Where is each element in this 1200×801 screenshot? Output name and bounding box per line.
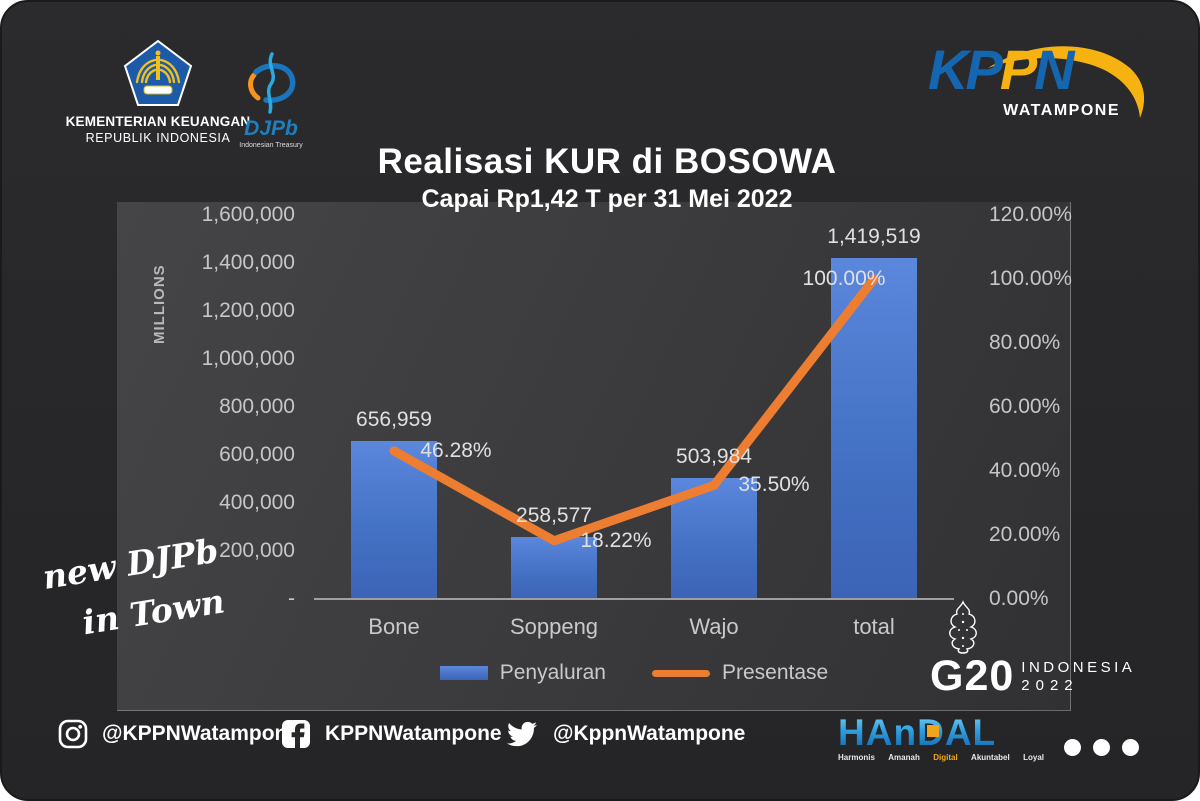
handal-logo-block: HAnDAL Harmonis Amanah Digital Akuntabel…	[838, 714, 1044, 763]
left-axis-tick: 400,000	[219, 491, 295, 514]
legend-bar-swatch	[439, 666, 488, 680]
handal-letter: n	[893, 712, 918, 753]
kppn-logo-block: KPPN WATAMPONE	[922, 38, 1150, 126]
instagram-handle: @KPPNWatampone	[102, 722, 300, 745]
dot-icon	[1122, 739, 1139, 756]
left-axis-tick: 800,000	[219, 395, 295, 418]
djpb-swoosh-icon	[248, 52, 296, 114]
g20-year: 2022	[1021, 677, 1079, 694]
handal-letter: D	[917, 712, 945, 753]
bar-value-label: 503,984	[676, 445, 752, 469]
handal-letter: A	[865, 712, 894, 753]
legend-line-swatch	[652, 669, 710, 677]
line-percent-label: 18.22%	[580, 528, 652, 552]
bar-value-label: 258,577	[516, 503, 592, 527]
facebook-icon	[282, 720, 310, 748]
bar-value-label: 1,419,519	[827, 225, 921, 249]
left-axis-tick: 200,000	[219, 539, 295, 562]
kppn-swoosh-icon	[988, 46, 1145, 118]
g20-country: INDONESIA	[1021, 659, 1136, 676]
kppn-letter: P	[965, 38, 1002, 101]
bar-value-label: 656,959	[356, 408, 432, 432]
handal-value-amanah: Amanah	[888, 753, 920, 762]
chart-legend: Penyaluran Presentase	[314, 660, 954, 686]
handal-value-akuntabel: Akuntabel	[971, 753, 1010, 762]
kemenkeu-line1: KEMENTERIAN KEUANGAN	[65, 114, 251, 129]
left-axis-tick: 1,000,000	[201, 347, 295, 370]
handal-letter: A	[944, 712, 973, 753]
dot-icon	[1093, 739, 1110, 756]
right-axis-tick: 80.00%	[989, 331, 1061, 354]
social-facebook: KPPNWatampone	[280, 714, 502, 754]
social-instagram: @KPPNWatampone	[57, 714, 299, 754]
instagram-icon	[58, 719, 88, 749]
left-axis-tick: 1,400,000	[201, 251, 295, 274]
handal-values: Harmonis Amanah Digital Akuntabel Loyal	[838, 753, 1044, 762]
category-label-bone: Bone	[368, 614, 420, 639]
handal-letter: L	[972, 712, 997, 753]
right-axis-tick: 60.00%	[989, 395, 1061, 418]
twitter-handle: @KppnWatampone	[553, 722, 746, 745]
djpb-logo-block: DJPb Indonesian Treasury	[228, 50, 314, 149]
legend-item-presentase: Presentase	[652, 661, 828, 685]
handal-wordmark: HAnDAL	[838, 714, 1044, 752]
category-label-total: total	[853, 614, 895, 639]
line-percent-label: 100.00%	[802, 267, 886, 290]
category-label-soppeng: Soppeng	[509, 614, 599, 639]
g20-logo-block: G20 INDONESIA 2022	[930, 600, 1136, 700]
ellipsis-dots	[1064, 739, 1139, 756]
title-block: Realisasi KUR di BOSOWA Capai Rp1,42 T p…	[252, 142, 962, 214]
legend-item-penyaluran: Penyaluran	[439, 661, 606, 685]
page-subtitle: Capai Rp1,42 T per 31 Mei 2022	[421, 185, 793, 213]
bar-total	[831, 258, 917, 599]
right-axis-tick: 100.00%	[989, 267, 1072, 290]
kppn-name: KPPN	[928, 38, 1075, 101]
right-axis-tick: 40.00%	[989, 459, 1061, 482]
djpb-name: DJPb	[244, 117, 298, 140]
handal-value-loyal: Loyal	[1023, 753, 1044, 762]
dot-icon	[1064, 739, 1081, 756]
facebook-handle: KPPNWatampone	[325, 722, 502, 745]
handal-value-harmonis: Harmonis	[838, 753, 875, 762]
legend-label: Presentase	[722, 661, 829, 684]
kemenkeu-pentagon-icon	[123, 39, 193, 106]
left-axis-tick: 1,600,000	[201, 203, 295, 226]
kppn-city: WATAMPONE	[1003, 102, 1120, 119]
kppn-letter: N	[1034, 38, 1074, 101]
kppn-letter: K	[928, 38, 968, 101]
twitter-icon	[507, 721, 537, 747]
bar-soppeng	[511, 536, 597, 599]
left-axis-tick: 1,200,000	[201, 299, 295, 322]
handal-value-digital: Digital	[933, 753, 958, 762]
right-axis-tick: 120.00%	[989, 203, 1072, 226]
page-title: Realisasi KUR di BOSOWA	[377, 142, 837, 181]
kemenkeu-line2: REPUBLIK INDONESIA	[85, 131, 231, 145]
right-axis-tick: 0.00%	[989, 587, 1049, 610]
g20-name: G20	[930, 652, 1015, 700]
g20-gunungan-ornament-icon	[949, 600, 977, 654]
x-axis-line	[314, 598, 954, 600]
line-percent-label: 46.28%	[420, 438, 492, 462]
left-axis-title: MILLIONS	[151, 264, 168, 344]
left-axis-tick: 600,000	[219, 443, 295, 466]
line-percent-label: 35.50%	[738, 473, 810, 497]
chart-panel: MILLIONS 1,600,000 1,400,000 1,200,000 1,00…	[117, 202, 1072, 711]
djpb-tagline: Indonesian Treasury	[239, 142, 303, 149]
right-axis-tick: 20.00%	[989, 523, 1061, 546]
kemenkeu-logo-block: KEMENTERIAN KEUANGAN REPUBLIK INDONESIA	[58, 38, 258, 145]
left-axis-tick: -	[288, 587, 295, 610]
bar-bone	[351, 441, 437, 599]
category-label-wajo: Wajo	[689, 614, 739, 639]
legend-label: Penyaluran	[499, 661, 606, 684]
kppn-letter: P	[999, 38, 1037, 101]
handal-letter: H	[838, 712, 866, 753]
social-twitter: @KppnWatampone	[504, 714, 745, 754]
